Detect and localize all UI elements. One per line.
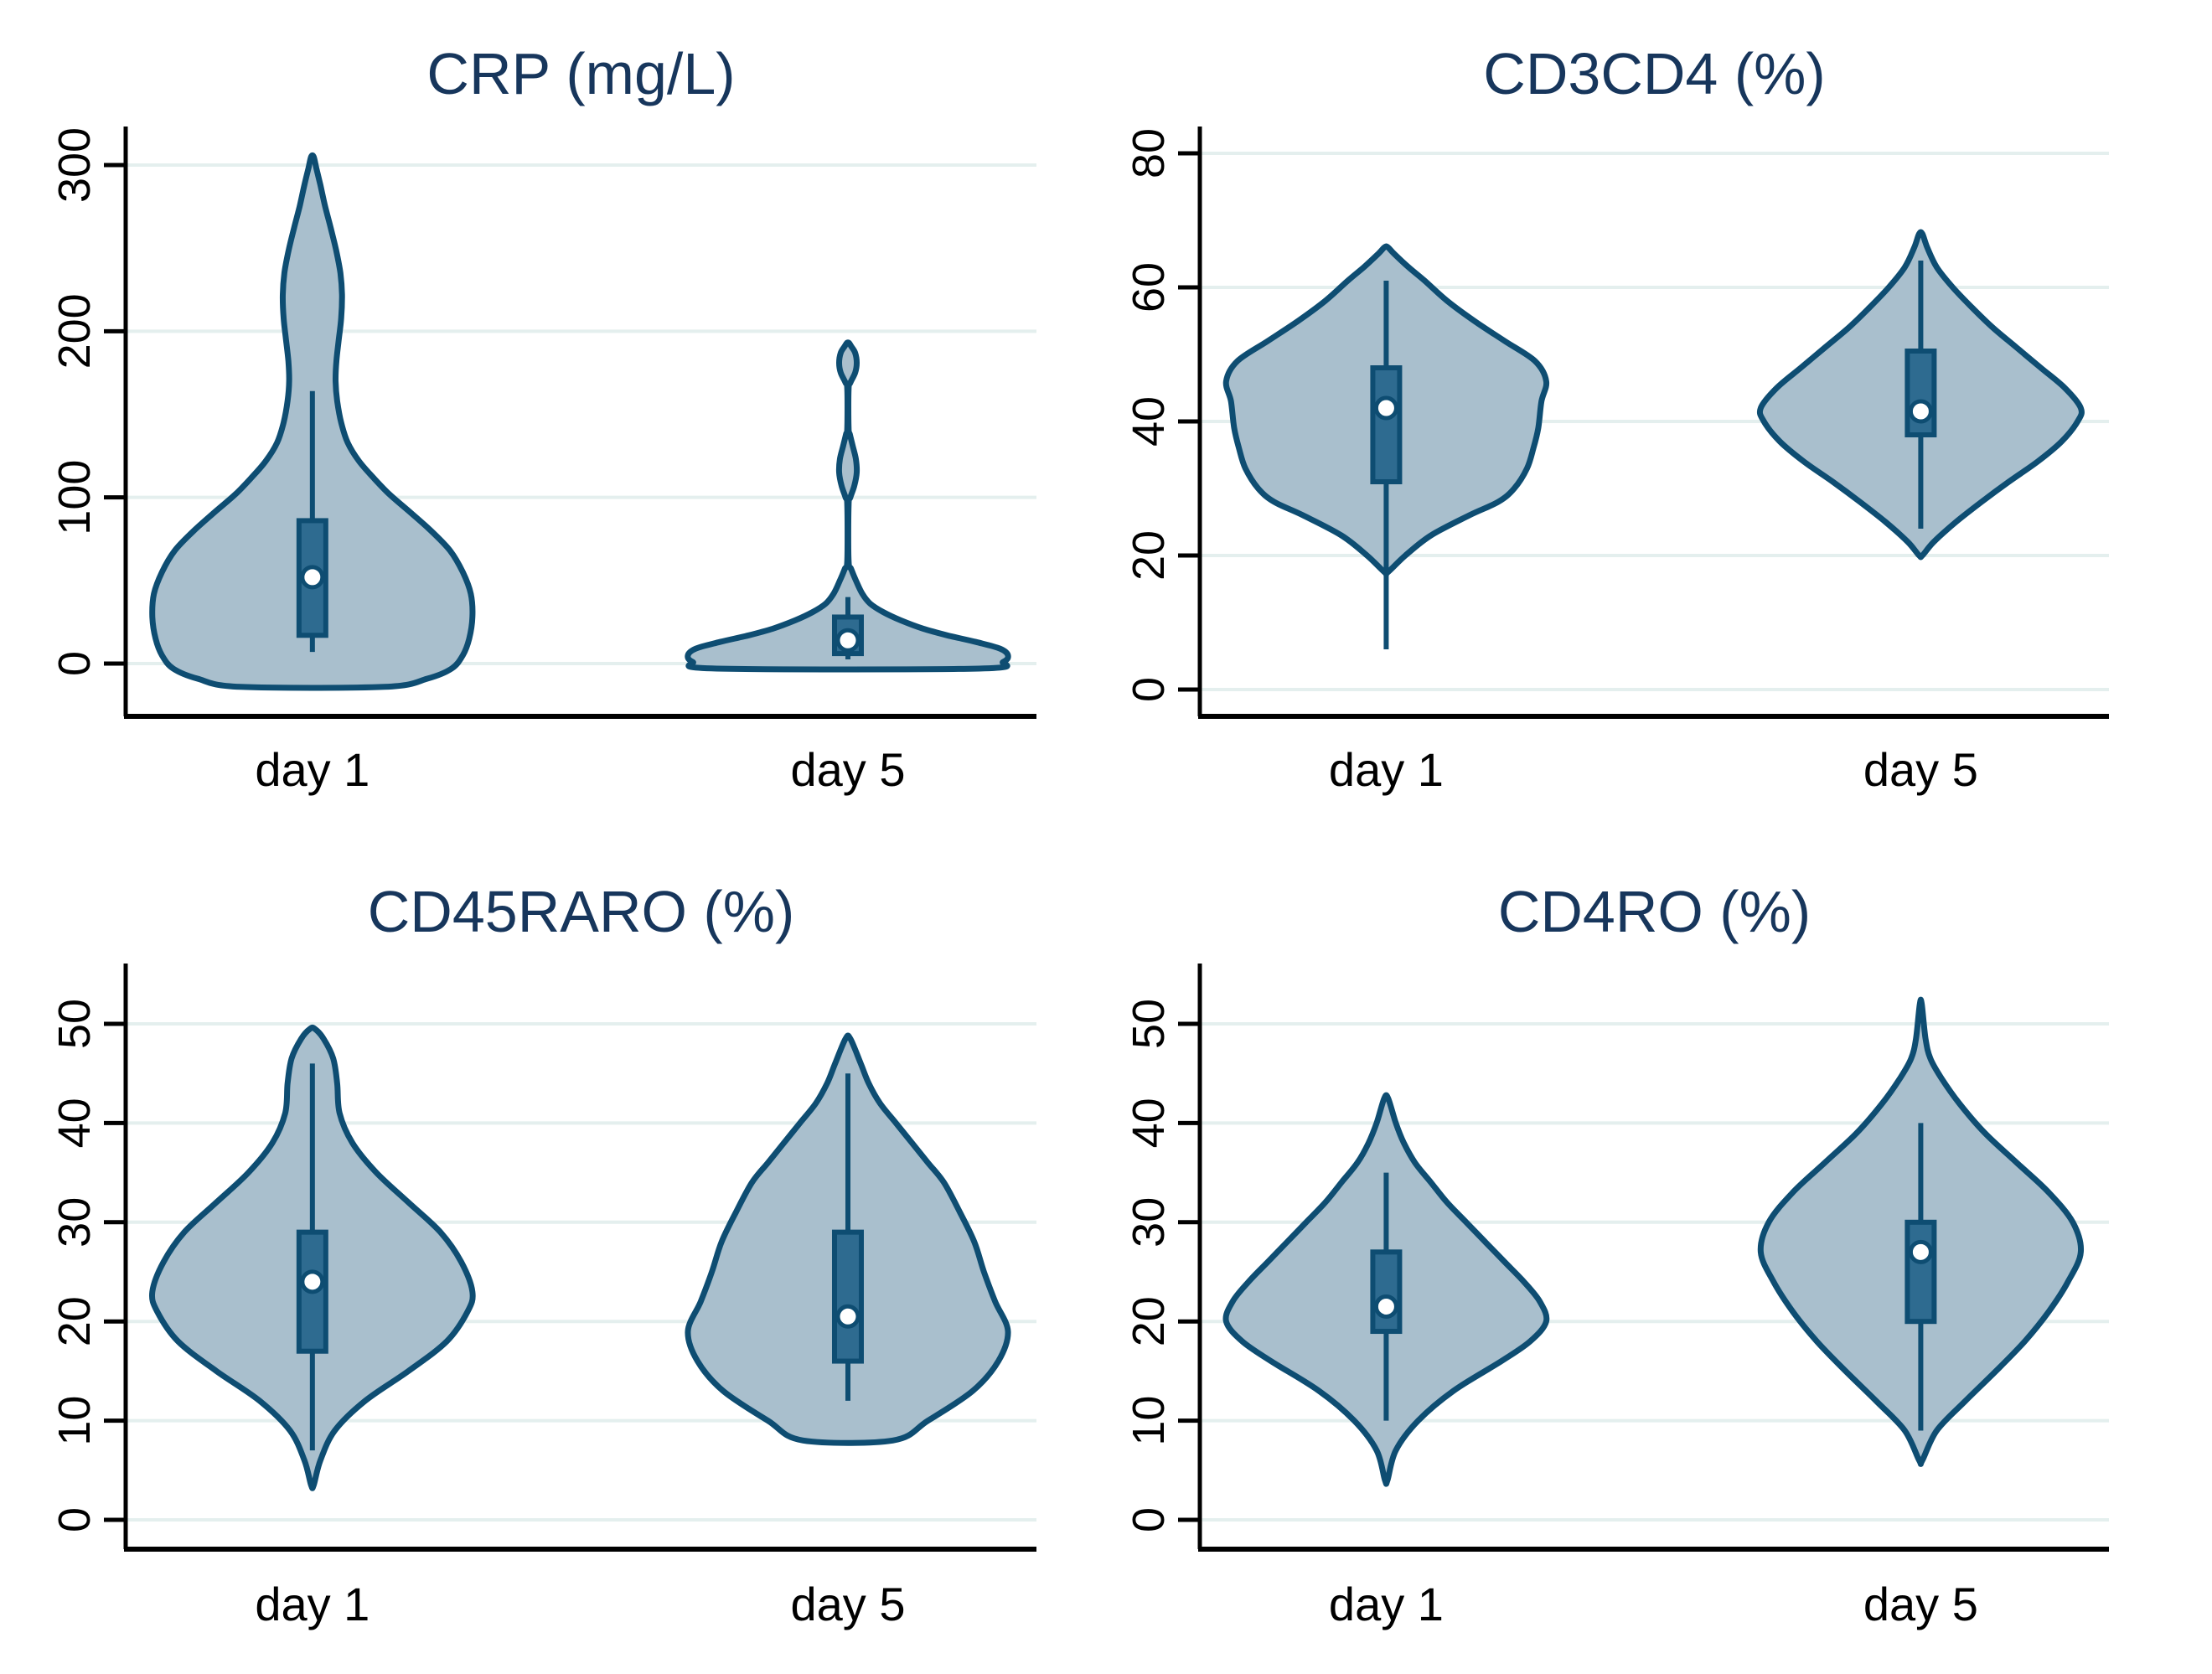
panel-cd3cd4: 0 20 40 60 80 CD3CD4 (%) day 1 day 5 — [1124, 41, 2109, 796]
median-dot-day-1 — [1373, 1294, 1398, 1319]
y-tick-label: 10 — [49, 1396, 100, 1446]
median-dot-day-5 — [835, 628, 861, 653]
y-tick-label: 30 — [1124, 1197, 1174, 1248]
y-tick-label: 30 — [49, 1197, 100, 1248]
y-tick-label: 300 — [49, 127, 100, 203]
x-category-label-day-1: day 1 — [255, 1578, 370, 1630]
y-tick-label: 50 — [1124, 999, 1174, 1049]
x-category-label-day-5: day 5 — [1863, 743, 1978, 796]
y-tick-label: 20 — [49, 1296, 100, 1346]
panel-title: CD45RARO (%) — [368, 879, 795, 944]
y-tick-label: 200 — [49, 293, 100, 369]
y-tick-label: 20 — [1124, 530, 1174, 581]
iqr-box-day-1 — [1370, 1249, 1403, 1335]
y-tick-label: 0 — [1124, 677, 1174, 702]
y-tick-label: 40 — [1124, 1098, 1174, 1148]
y-tick-label: 0 — [49, 651, 100, 676]
panel-title: CRP (mg/L) — [426, 41, 735, 106]
y-tick-label: 40 — [1124, 396, 1174, 447]
y-tick-label: 0 — [1124, 1507, 1174, 1532]
median-dot-day-5 — [1908, 1239, 1933, 1264]
x-category-label-day-1: day 1 — [255, 743, 370, 796]
panel-title: CD3CD4 (%) — [1483, 41, 1825, 106]
median-dot-day-5 — [1908, 399, 1933, 424]
iqr-box-day-5 — [831, 1229, 864, 1364]
y-tick-label: 100 — [49, 460, 100, 535]
violin-day-5 — [685, 339, 1011, 673]
median-dot-day-1 — [300, 1269, 325, 1294]
panel-cd45raro: 0 10 20 30 40 50 CD45RARO (%) day 1 day 5 — [49, 879, 1036, 1630]
panel-cd4ro: 0 10 20 30 40 50 CD4RO (%) day 1 day 5 — [1124, 879, 2109, 1630]
y-tick-label: 40 — [49, 1098, 100, 1148]
y-tick-label: 20 — [1124, 1296, 1174, 1346]
y-tick-label: 50 — [49, 999, 100, 1049]
y-tick-label: 60 — [1124, 262, 1174, 313]
panel-title: CD4RO (%) — [1498, 879, 1811, 944]
x-category-label-day-1: day 1 — [1329, 743, 1444, 796]
iqr-box-day-5 — [1904, 1219, 1937, 1325]
x-category-label-day-1: day 1 — [1329, 1578, 1444, 1630]
x-category-label-day-5: day 5 — [790, 743, 905, 796]
median-dot-day-5 — [835, 1304, 861, 1329]
iqr-box-day-1 — [1370, 365, 1403, 484]
y-tick-label: 10 — [1124, 1396, 1174, 1446]
x-category-label-day-5: day 5 — [790, 1578, 905, 1630]
panel-crp-mg-l: 0 100 200 300 CRP (mg/L) day 1 day 5 — [49, 41, 1036, 796]
y-tick-label: 0 — [49, 1507, 100, 1532]
median-dot-day-1 — [300, 565, 325, 590]
y-tick-label: 80 — [1124, 128, 1174, 178]
median-dot-day-1 — [1373, 395, 1398, 421]
x-category-label-day-5: day 5 — [1863, 1578, 1978, 1630]
